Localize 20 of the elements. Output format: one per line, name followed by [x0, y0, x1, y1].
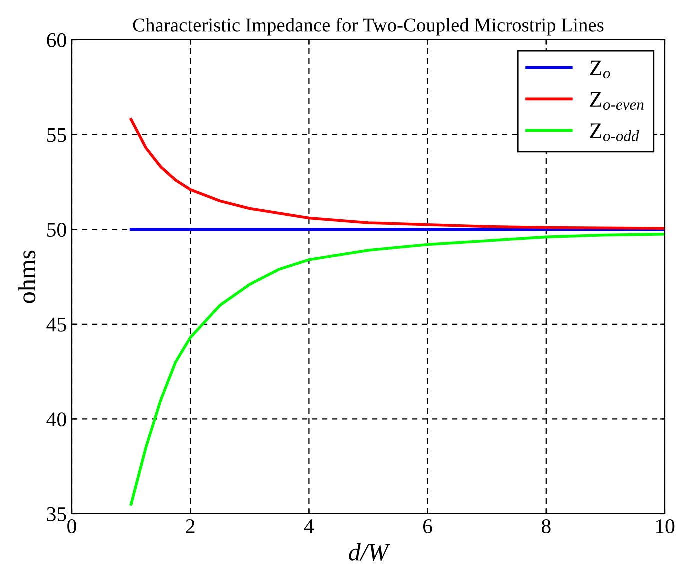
y-tick-label: 55 — [48, 128, 66, 142]
x-tick-label: 4 — [304, 520, 314, 534]
x-tick-label: 2 — [186, 520, 195, 534]
x-axis-title: d/W — [349, 543, 391, 562]
y-tick-label: 40 — [46, 412, 66, 427]
y-tick-label: 35 — [47, 507, 66, 522]
x-tick-label: 0 — [68, 519, 76, 534]
legend-label: Z$_{o-odd}$ — [590, 124, 640, 142]
x-tick-label: 8 — [542, 519, 551, 534]
legend-label: Z$_{o}$ — [590, 60, 610, 79]
y-tick-label: 50 — [48, 222, 66, 238]
x-tick-label: 6 — [423, 520, 432, 534]
y-tick-label: 60 — [47, 33, 66, 48]
y-tick-label: 45 — [46, 318, 66, 332]
y-axis-title: ohms — [18, 250, 36, 304]
legend-label: Z$_{o-even}$ — [590, 92, 644, 110]
line-series — [130, 232, 665, 506]
chart-title: Characteristic Impedance for Two-Coupled Microstrip Lines — [133, 18, 604, 36]
x-tick-label: 10 — [656, 519, 675, 534]
line-series — [130, 118, 665, 230]
